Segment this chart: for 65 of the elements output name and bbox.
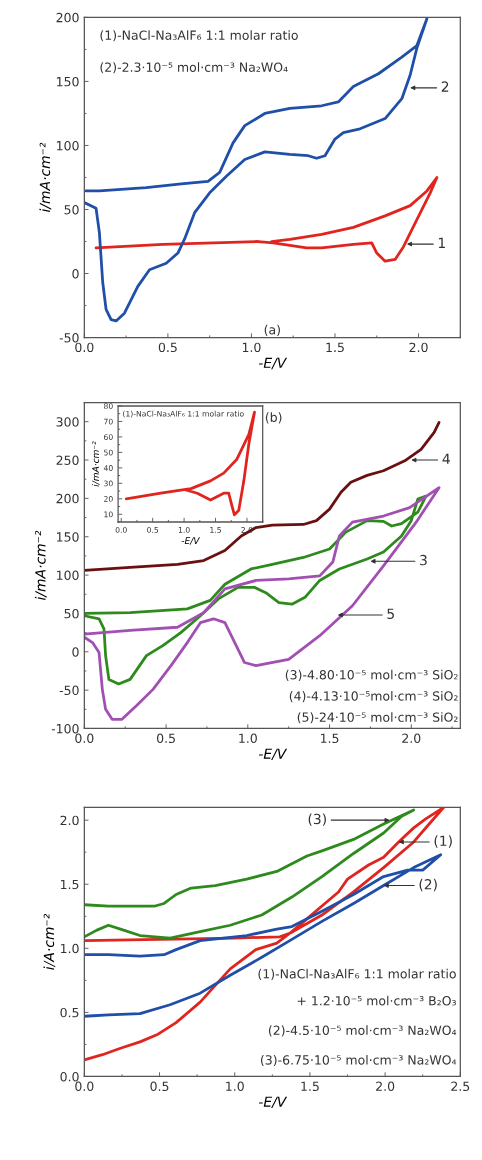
annotation: 1 bbox=[438, 237, 445, 248]
y-tick-label: 100 bbox=[57, 570, 79, 581]
annotation: (5)-24·10⁻⁵ mol·cm⁻³ SiO₂ bbox=[297, 712, 458, 724]
x-tick-label: 1.0 bbox=[226, 1081, 244, 1092]
y-tick-label: 1.0 bbox=[60, 943, 79, 954]
annotation: + 1.2·10⁻⁵ mol·cm⁻³ B₂O₃ bbox=[297, 995, 456, 1006]
y-tick-label: -50 bbox=[59, 333, 79, 343]
x-axis-title: -E/V bbox=[258, 748, 288, 761]
y-tick-label: 150 bbox=[57, 532, 79, 542]
annotation: (2) bbox=[419, 878, 437, 892]
line-series bbox=[94, 176, 439, 263]
annotation: (3) bbox=[308, 813, 326, 826]
x-tick-label: 0.5 bbox=[156, 733, 175, 744]
x-tick-label: 0.5 bbox=[158, 342, 177, 353]
x-tick-label: 2.0 bbox=[402, 733, 421, 744]
annotation: (3)-6.75·10⁻⁵ mol·cm⁻³ Na₂WO₄ bbox=[260, 1054, 457, 1067]
y-tick-label: 0.5 bbox=[60, 1007, 79, 1018]
annotation: (1)-NaCl-Na₃AlF₆ 1:1 molar ratio bbox=[100, 30, 298, 42]
y-tick-label: 300 bbox=[56, 417, 79, 427]
annotation: (1)-NaCl-Na₃AlF₆ 1:1 molar ratio bbox=[258, 968, 456, 980]
annotation: 2 bbox=[441, 81, 449, 92]
annotation: (1) bbox=[434, 835, 452, 848]
x-tick-label: 1.5 bbox=[326, 342, 344, 353]
x-tick-label: 1.5 bbox=[301, 1081, 319, 1092]
x-tick-label: 0.5 bbox=[150, 1081, 169, 1092]
x-axis-title: -E/V bbox=[258, 1096, 288, 1109]
y-axis-title: i/A·cm⁻² bbox=[43, 913, 56, 970]
y-tick-label: 250 bbox=[56, 455, 79, 465]
y-tick-label: 200 bbox=[56, 12, 79, 23]
x-axis-title: -E/V bbox=[181, 537, 200, 545]
annotation: (b) bbox=[265, 412, 282, 424]
annotation: 4 bbox=[442, 453, 450, 464]
y-tick-label: 100 bbox=[57, 140, 79, 151]
line-series bbox=[84, 17, 429, 323]
line-series bbox=[84, 808, 416, 940]
y-tick-label: 0 bbox=[72, 269, 79, 279]
x-tick-label: 2.0 bbox=[376, 1081, 395, 1092]
x-tick-label: 1.0 bbox=[239, 733, 257, 744]
y-axis-title: i/mA·cm⁻² bbox=[39, 142, 52, 213]
y-tick-label: -100 bbox=[51, 723, 79, 734]
y-axis-title: i/mA·cm⁻² bbox=[91, 441, 100, 487]
x-tick-label: 2.5 bbox=[451, 1081, 470, 1092]
x-tick-label: 1.0 bbox=[242, 342, 261, 353]
y-axis-title: i/mA·cm⁻² bbox=[34, 530, 47, 601]
annotation: 5 bbox=[387, 608, 394, 619]
y-tick-label: 0.0 bbox=[60, 1071, 79, 1082]
annotation: (2)-4.5·10⁻⁵ mol·cm⁻³ Na₂WO₄ bbox=[268, 1025, 457, 1037]
annotation: (2)-2.3·10⁻⁵ mol·cm⁻³ Na₂WO₄ bbox=[100, 62, 288, 74]
line-series bbox=[84, 494, 428, 686]
y-tick-label: 2.0 bbox=[60, 815, 79, 826]
line-series bbox=[124, 410, 256, 517]
y-tick-label: 1.5 bbox=[60, 879, 79, 890]
y-tick-label: 50 bbox=[64, 608, 79, 619]
y-tick-label: 200 bbox=[56, 493, 79, 504]
y-tick-label: 0 bbox=[72, 647, 79, 657]
annotation: (a) bbox=[264, 324, 280, 336]
y-tick-label: 50 bbox=[64, 204, 79, 215]
annotation: (4)-4.13·10⁻⁵mol·cm⁻³ SiO₂ bbox=[289, 690, 458, 703]
x-tick-label: 1.5 bbox=[320, 733, 339, 744]
y-tick-label: -50 bbox=[59, 685, 79, 696]
annotation: 3 bbox=[420, 554, 427, 566]
annotation: (3)-4.80·10⁻⁵ mol·cm⁻³ SiO₂ bbox=[285, 669, 458, 681]
x-axis-title: -E/V bbox=[258, 357, 288, 370]
y-tick-label: 150 bbox=[57, 76, 79, 87]
x-tick-label: 2.0 bbox=[409, 342, 428, 353]
